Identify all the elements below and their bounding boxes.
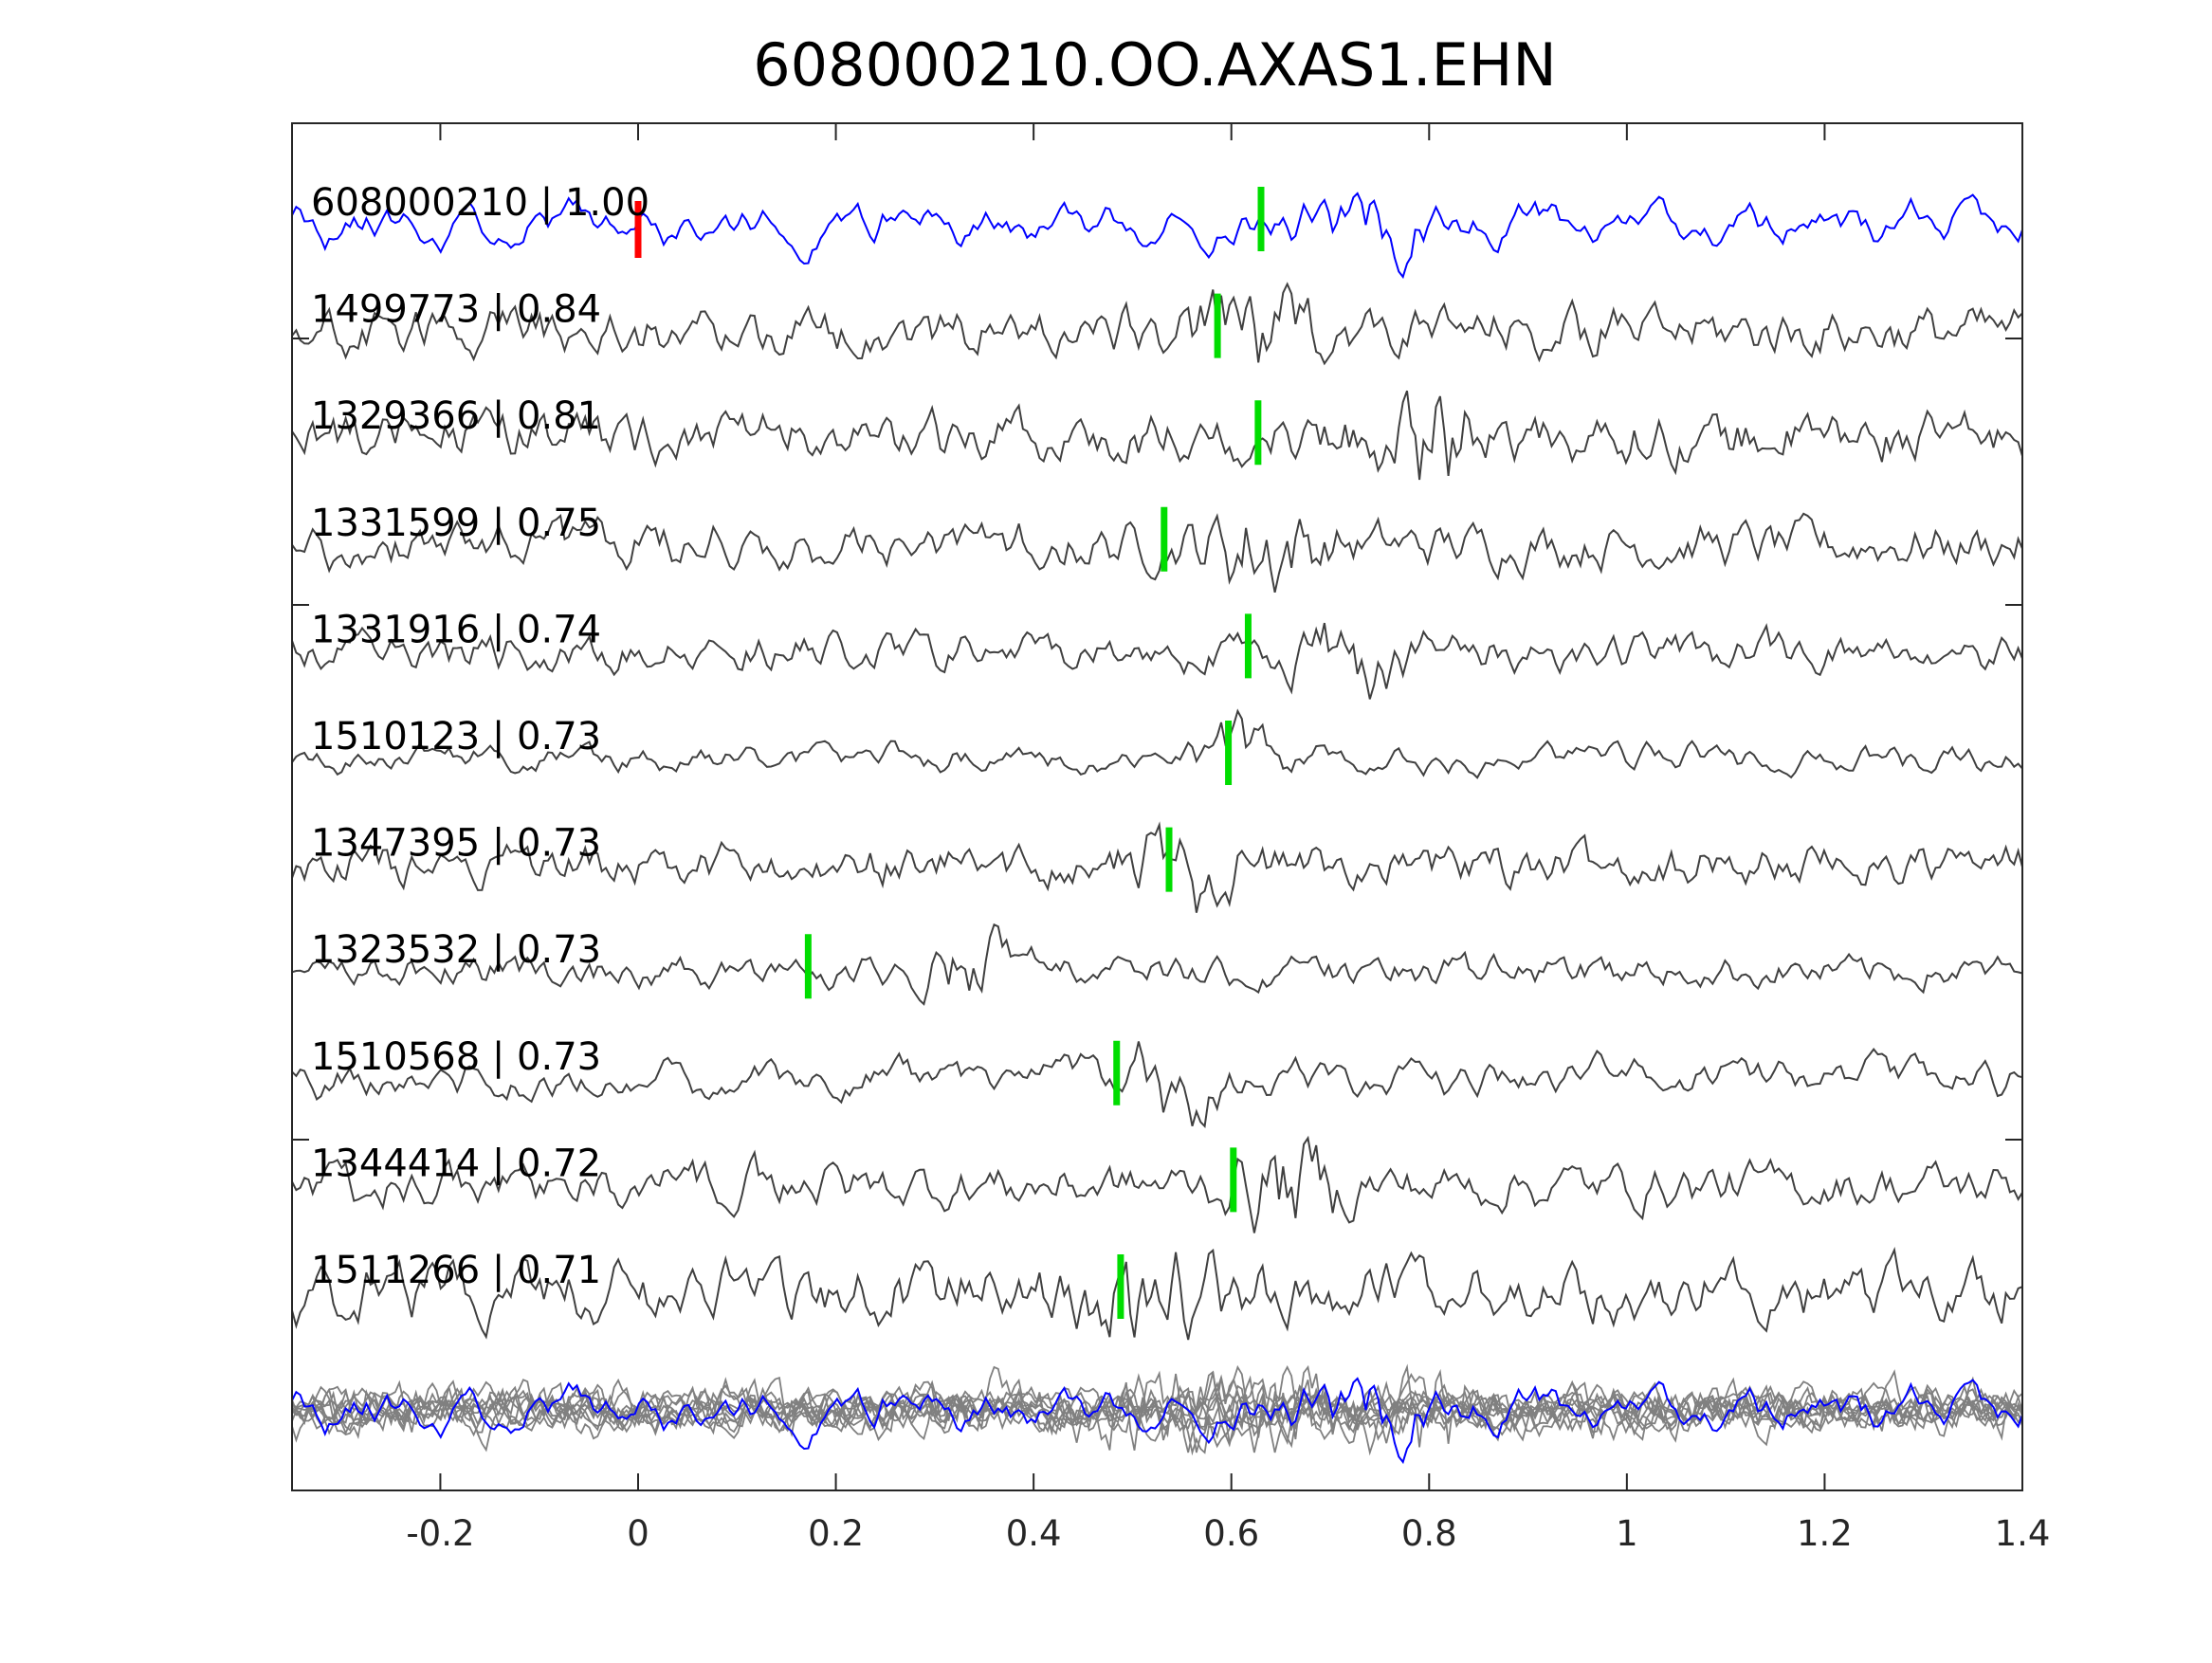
trace-label-4: 1331916 | 0.74 [311, 608, 601, 651]
x-tick-label: 0 [627, 1513, 649, 1554]
trace-label-3: 1331599 | 0.75 [311, 502, 601, 545]
x-tick-label: 1.2 [1797, 1513, 1853, 1554]
trace-line-7 [291, 923, 2023, 1006]
trace-label-10: 1511266 | 0.71 [311, 1249, 601, 1292]
trace-line-1 [291, 282, 2023, 366]
trace-label-7: 1323532 | 0.73 [311, 928, 601, 972]
trace-line-3 [291, 512, 2023, 594]
trace-line-5 [291, 708, 2023, 779]
trace-label-8: 1510568 | 0.73 [311, 1035, 601, 1079]
trace-line-8 [291, 1041, 2023, 1128]
chart-title: 608000210.OO.AXAS1.EHN [753, 30, 1557, 100]
trace-label-0: 608000210 | 1.00 [311, 181, 649, 225]
trace-line-2 [291, 390, 2023, 481]
x-tick-label: -0.2 [406, 1513, 474, 1554]
x-tick-label: 0.8 [1401, 1513, 1457, 1554]
x-tick-label: 1.4 [1995, 1513, 2051, 1554]
trace-line-10 [291, 1247, 2023, 1341]
trace-line-4 [291, 622, 2023, 700]
stack-trace-6 [291, 1365, 2023, 1440]
stack-reference-trace [291, 1377, 2023, 1465]
trace-label-9: 1344414 | 0.72 [311, 1142, 601, 1185]
x-tick-label: 0.4 [1006, 1513, 1062, 1554]
trace-label-5: 1510123 | 0.73 [311, 715, 601, 758]
x-tick-label: 1 [1616, 1513, 1638, 1554]
trace-label-1: 1499773 | 0.84 [311, 288, 601, 332]
trace-line-9 [291, 1135, 2023, 1234]
trace-label-6: 1347395 | 0.73 [311, 822, 601, 866]
axes-frame [291, 122, 2023, 1491]
trace-line-6 [291, 821, 2023, 913]
trace-line-0 [291, 192, 2023, 280]
trace-label-2: 1329366 | 0.81 [311, 394, 601, 438]
stack-trace-9 [291, 1369, 2023, 1453]
x-tick-label: 0.6 [1203, 1513, 1259, 1554]
x-tick-label: 0.2 [808, 1513, 864, 1554]
